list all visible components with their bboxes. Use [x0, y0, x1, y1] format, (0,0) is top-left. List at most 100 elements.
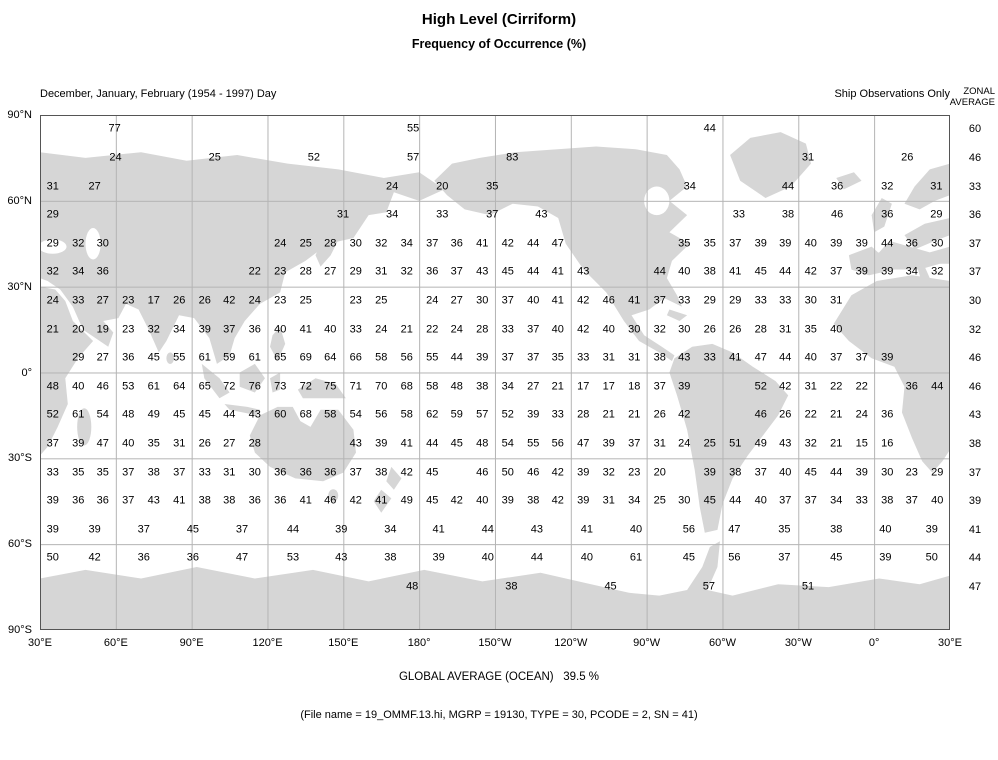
lon-axis-label: 30°W	[784, 637, 812, 649]
grid-value: 39	[375, 437, 388, 450]
grid-value: 36	[96, 265, 109, 278]
grid-value: 39	[527, 408, 540, 421]
grid-value: 30	[248, 466, 261, 479]
grid-value: 46	[96, 380, 109, 393]
grid-value: 24	[855, 408, 868, 421]
grid-value: 65	[198, 380, 211, 393]
grid-value: 17	[602, 380, 615, 393]
grid-value: 34	[905, 265, 918, 278]
zonal-average-value: 60	[968, 123, 982, 136]
grid-value: 44	[703, 122, 716, 135]
grid-value: 61	[629, 551, 643, 564]
grid-value: 37	[173, 466, 186, 479]
lon-axis-label: 30°E	[938, 637, 962, 649]
grid-value: 18	[628, 380, 641, 393]
grid-value: 40	[602, 323, 615, 336]
grid-value: 45	[804, 466, 817, 479]
grid-value: 39	[476, 351, 489, 364]
grid-value: 31	[801, 151, 815, 164]
grid-value: 41	[375, 494, 388, 507]
grid-value: 37	[527, 351, 540, 364]
grid-value: 31	[930, 180, 943, 193]
grid-value: 42	[88, 551, 101, 564]
grid-value: 43	[349, 437, 362, 450]
grid-value: 37	[855, 351, 868, 364]
grid-value: 44	[931, 380, 944, 393]
grid-value: 70	[375, 380, 388, 393]
grid-value: 37	[137, 523, 150, 536]
grid-value: 43	[248, 408, 261, 421]
grid-value: 41	[551, 265, 564, 278]
grid-value: 31	[602, 351, 615, 364]
grid-value: 40	[804, 237, 817, 250]
lat-axis-label: 90°S	[8, 624, 32, 636]
grid-value: 22	[830, 380, 843, 393]
grid-value: 20	[72, 323, 85, 336]
grid-value: 23	[628, 466, 641, 479]
grid-value: 32	[72, 237, 85, 250]
grid-value: 33	[703, 351, 716, 364]
grid-value: 25	[653, 494, 666, 507]
grid-value: 32	[881, 180, 894, 193]
grid-value: 33	[72, 294, 85, 307]
grid-value: 50	[501, 466, 514, 479]
grid-value: 36	[881, 408, 894, 421]
grid-value: 28	[248, 437, 261, 450]
grid-value: 44	[781, 180, 795, 193]
grid-value: 65	[274, 351, 287, 364]
grid-value: 48	[46, 380, 59, 393]
grid-value: 31	[779, 323, 792, 336]
grid-value: 26	[653, 408, 666, 421]
grid-value: 41	[729, 265, 742, 278]
grid-value: 39	[501, 494, 514, 507]
grid-value: 39	[678, 380, 691, 393]
grid-value: 40	[804, 351, 817, 364]
grid-value: 28	[754, 323, 767, 336]
grid-value: 56	[728, 551, 741, 564]
grid-value: 33	[855, 494, 868, 507]
grid-value: 46	[527, 466, 540, 479]
zonal-average-value: 37	[968, 266, 982, 279]
grid-value: 31	[830, 294, 843, 307]
grid-value: 33	[754, 294, 767, 307]
grid-value: 31	[336, 208, 350, 221]
grid-value: 37	[754, 466, 767, 479]
grid-value: 34	[628, 494, 641, 507]
grid-value: 21	[830, 437, 843, 450]
grid-value: 55	[406, 122, 420, 135]
grid-value: 23	[274, 265, 287, 278]
grid-value: 75	[324, 380, 337, 393]
grid-value: 32	[931, 265, 944, 278]
grid-value: 30	[628, 323, 641, 336]
grid-value: 36	[72, 494, 85, 507]
lat-axis-label: 90°N	[7, 109, 32, 121]
global-average-label: GLOBAL AVERAGE (OCEAN) 39.5 %	[398, 671, 600, 683]
grid-value: 37	[450, 265, 463, 278]
grid-value: 44	[779, 351, 792, 364]
grid-value: 33	[46, 466, 59, 479]
zonal-header-line2: AVERAGE	[949, 97, 995, 108]
grid-value: 17	[147, 294, 160, 307]
grid-value: 30	[881, 466, 894, 479]
lon-axis-label: 30°E	[28, 637, 52, 649]
grid-value: 42	[577, 294, 590, 307]
grid-value: 38	[476, 380, 489, 393]
page-title: High Level (Cirriform)	[421, 11, 577, 28]
grid-value: 38	[505, 580, 518, 593]
grid-value: 39	[925, 523, 938, 536]
grid-value: 58	[324, 408, 337, 421]
grid-value: 38	[653, 351, 666, 364]
grid-value: 45	[703, 494, 716, 507]
grid-value: 38	[198, 494, 211, 507]
grid-value: 26	[779, 408, 792, 421]
grid-value: 31	[46, 180, 59, 193]
grid-value: 26	[173, 294, 186, 307]
grid-value: 44	[530, 551, 543, 564]
zonal-average-header: ZONAL AVERAGE	[941, 86, 995, 108]
grid-value: 27	[324, 265, 337, 278]
grid-value: 29	[930, 208, 943, 221]
grid-value: 39	[830, 237, 843, 250]
zonal-average-value: 46	[968, 380, 982, 393]
grid-value: 28	[577, 408, 590, 421]
grid-value: 39	[879, 551, 892, 564]
